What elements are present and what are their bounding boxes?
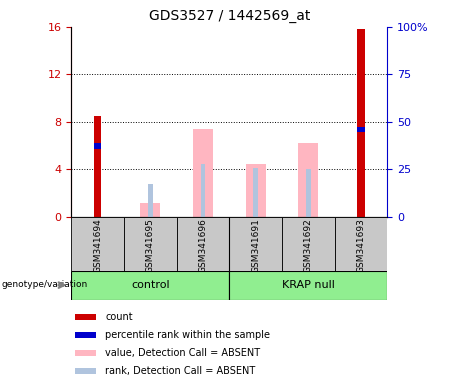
Bar [75, 314, 96, 320]
Bar [124, 217, 177, 271]
Bar [229, 217, 282, 271]
Bar [282, 217, 335, 271]
Bar [141, 203, 160, 217]
Text: percentile rank within the sample: percentile rank within the sample [106, 330, 271, 340]
Bar [357, 29, 365, 217]
Bar [246, 164, 266, 217]
Bar [229, 271, 387, 300]
Bar [75, 332, 96, 338]
Text: GSM341696: GSM341696 [199, 218, 207, 273]
Text: genotype/variation: genotype/variation [1, 280, 88, 289]
Text: GSM341692: GSM341692 [304, 218, 313, 273]
Text: count: count [106, 312, 133, 322]
Bar [357, 127, 365, 132]
Bar [335, 217, 387, 271]
Bar [177, 217, 229, 271]
Bar [75, 349, 96, 356]
Bar [71, 217, 124, 271]
Text: KRAP null: KRAP null [282, 280, 335, 290]
Text: GSM341694: GSM341694 [93, 218, 102, 273]
Bar [254, 168, 258, 217]
Bar [75, 367, 96, 374]
Bar [148, 184, 153, 217]
Title: GDS3527 / 1442569_at: GDS3527 / 1442569_at [148, 9, 310, 23]
Bar [298, 143, 318, 217]
Text: GSM341695: GSM341695 [146, 218, 155, 273]
Bar [94, 116, 101, 217]
Text: value, Detection Call = ABSENT: value, Detection Call = ABSENT [106, 348, 260, 358]
Bar [201, 164, 205, 217]
Bar [71, 271, 230, 300]
Bar [306, 169, 311, 217]
Text: rank, Detection Call = ABSENT: rank, Detection Call = ABSENT [106, 366, 256, 376]
Text: GSM341691: GSM341691 [251, 218, 260, 273]
Bar [94, 143, 101, 149]
Text: GSM341693: GSM341693 [356, 218, 366, 273]
Text: control: control [131, 280, 170, 290]
Bar [193, 129, 213, 217]
